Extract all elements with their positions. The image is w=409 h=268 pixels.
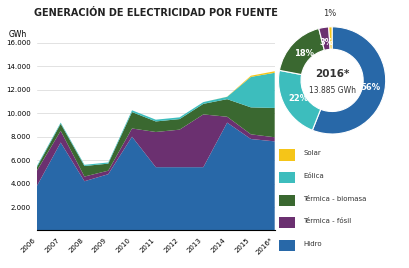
- Text: Eólica: Eólica: [303, 173, 324, 179]
- Text: GWh: GWh: [8, 30, 27, 39]
- Text: 22%: 22%: [288, 95, 308, 103]
- Text: 56%: 56%: [359, 83, 379, 92]
- Wedge shape: [278, 70, 320, 130]
- Text: Solar: Solar: [303, 150, 320, 157]
- Bar: [278, 195, 294, 206]
- Bar: [278, 172, 294, 183]
- Text: 1%: 1%: [323, 9, 336, 18]
- Text: GENERACIÓN DE ELECTRICIDAD POR FUENTE: GENERACIÓN DE ELECTRICIDAD POR FUENTE: [34, 8, 277, 18]
- Text: Hidro: Hidro: [303, 241, 321, 247]
- Wedge shape: [328, 27, 331, 49]
- Wedge shape: [312, 27, 385, 134]
- Bar: [278, 149, 294, 161]
- Bar: [278, 240, 294, 251]
- Text: 18%: 18%: [293, 50, 313, 58]
- Text: 13.885 GWh: 13.885 GWh: [308, 85, 355, 95]
- Text: 3%: 3%: [318, 38, 333, 47]
- Wedge shape: [318, 27, 329, 50]
- Text: Térmica - fósil: Térmica - fósil: [303, 218, 351, 224]
- Text: Térmica - biomasa: Térmica - biomasa: [303, 196, 366, 202]
- Wedge shape: [279, 28, 324, 75]
- Bar: [278, 217, 294, 228]
- Text: 2016*: 2016*: [314, 69, 348, 79]
